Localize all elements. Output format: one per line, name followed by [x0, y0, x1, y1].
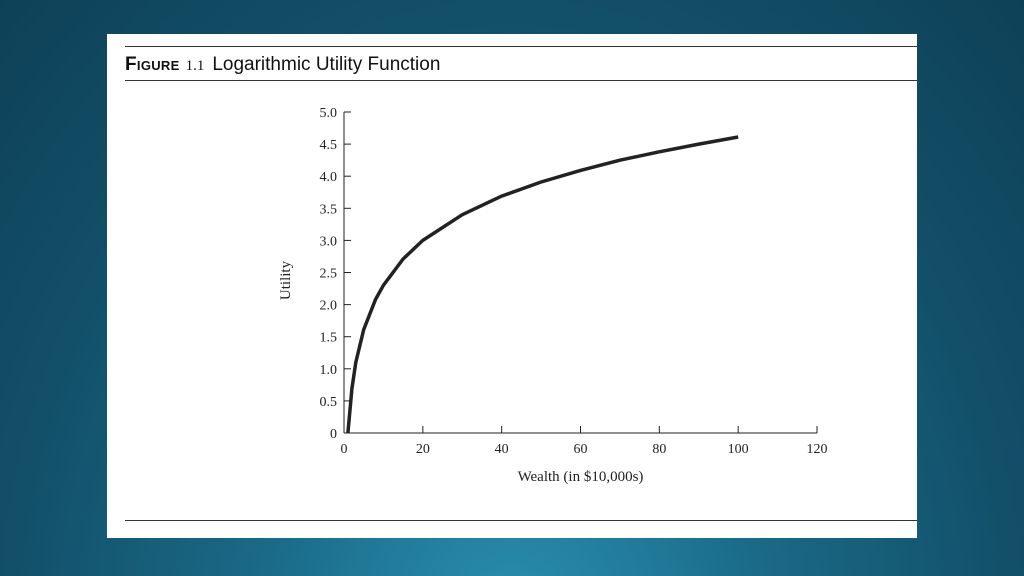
y-tick-label: 1.0 — [320, 363, 338, 378]
y-tick-label: 0.5 — [320, 395, 338, 410]
figure-label: Figure — [125, 54, 180, 75]
utility-curve — [346, 135, 739, 434]
y-tick-label: 0 — [330, 427, 337, 442]
y-tick-label: 3.5 — [320, 202, 338, 217]
x-tick-label: 100 — [728, 442, 749, 457]
y-axis-title: Utility — [278, 260, 294, 300]
chart-svg: 0 0.5 1.0 1.5 2.0 2.5 3.0 3.5 4.0 4.5 5.0 0 20 40 60 80… — [278, 106, 828, 485]
top-rule — [125, 46, 917, 47]
y-tick-label: 1.5 — [320, 331, 338, 346]
x-tick-label: 0 — [341, 442, 348, 457]
bottom-rule — [125, 520, 917, 521]
y-tick-label: 4.5 — [320, 138, 338, 153]
x-tick-label: 20 — [416, 442, 430, 457]
x-axis-title: Wealth (in $10,000s) — [518, 469, 644, 485]
x-tick-label: 80 — [652, 442, 666, 457]
y-tick-label: 2.0 — [320, 299, 338, 314]
x-tick-label: 60 — [574, 442, 588, 457]
x-tick-label: 120 — [807, 442, 828, 457]
x-tick-label: 40 — [495, 442, 509, 457]
figure-number: 1.1 — [185, 58, 205, 74]
figure-title: Logarithmic Utility Function — [212, 54, 441, 75]
figure-caption: Figure 1.1 Logarithmic Utility Function — [125, 54, 440, 76]
y-tick-label: 2.5 — [320, 267, 338, 282]
title-rule — [125, 80, 917, 81]
y-tick-label: 5.0 — [320, 106, 338, 121]
y-tick-label: 3.0 — [320, 234, 338, 249]
y-tick-label: 4.0 — [320, 170, 338, 185]
